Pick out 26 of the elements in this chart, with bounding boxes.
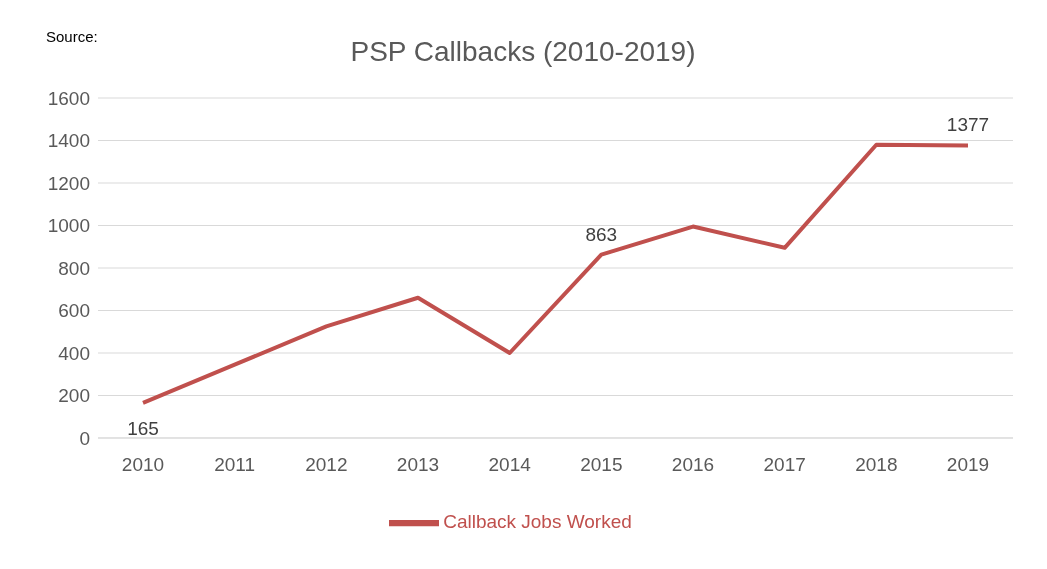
x-tick-label: 2013 (396, 454, 440, 476)
chart-title: PSP Callbacks (2010-2019) (350, 36, 696, 67)
x-tick-label: 2018 (855, 454, 898, 476)
x-tick-label: 2016 (671, 454, 715, 476)
source-note: Source: (46, 28, 98, 45)
y-tick-label: 200 (58, 385, 90, 407)
data-label: 165 (127, 417, 159, 439)
y-tick-label: 1200 (47, 172, 90, 194)
x-tick-label: 2012 (305, 454, 348, 476)
y-tick-label: 800 (58, 257, 90, 279)
data-label: 863 (585, 223, 618, 245)
x-tick-label: 2014 (488, 454, 532, 476)
line-series (141, 142, 970, 405)
y-tick-label: 1400 (47, 130, 90, 152)
y-tick-label: 0 (79, 427, 90, 449)
y-tick-label: 400 (58, 342, 90, 364)
x-tick-label: 2019 (946, 454, 990, 476)
x-tick-label: 2011 (214, 454, 256, 476)
data-label: 1377 (946, 114, 990, 136)
x-tick-label: 2010 (121, 454, 165, 476)
y-tick-label: 1600 (47, 87, 90, 109)
x-tick-label: 2015 (580, 454, 623, 476)
y-tick-label: 600 (58, 300, 90, 322)
x-tick-label: 2017 (763, 454, 806, 476)
y-tick-label: 1000 (47, 215, 90, 237)
legend-label: Callback Jobs Worked (443, 511, 632, 533)
